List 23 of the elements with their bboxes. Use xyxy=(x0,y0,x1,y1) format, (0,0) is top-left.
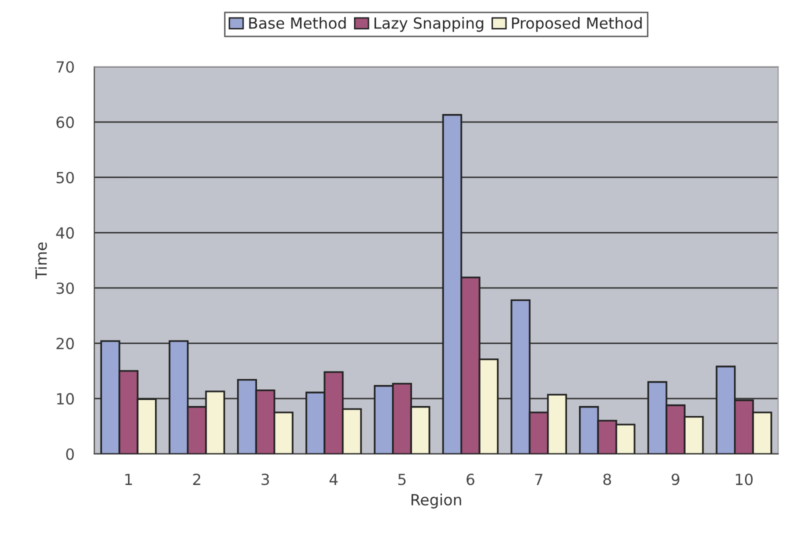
x-tick-label: 6 xyxy=(466,474,474,486)
y-tick-label: 60 xyxy=(56,116,74,128)
y-tick-label: 40 xyxy=(56,227,74,239)
x-tick-label: 2 xyxy=(193,474,200,485)
y-tick-label: 0 xyxy=(66,448,74,460)
x-tick-label: 10 xyxy=(736,474,753,486)
y-tick-label: 10 xyxy=(57,393,74,405)
x-tick-label: 7 xyxy=(535,474,542,485)
x-tick-label: 4 xyxy=(330,474,338,485)
x-tick-label: 3 xyxy=(262,474,269,486)
legend-label: Base Method xyxy=(249,17,346,29)
x-tick-label: 9 xyxy=(672,474,680,486)
x-tick-label: 8 xyxy=(603,474,611,486)
y-tick-label: 70 xyxy=(56,61,74,73)
y-tick-label: 50 xyxy=(56,172,74,184)
x-tick-label: 5 xyxy=(398,474,406,486)
x-axis-title: Region xyxy=(412,494,462,508)
y-tick-label: 20 xyxy=(56,338,74,350)
y-tick-label: 30 xyxy=(56,282,74,294)
x-tick-label: 1 xyxy=(125,474,132,485)
legend-label: Proposed Method xyxy=(512,17,642,32)
legend-label: Lazy Snapping xyxy=(374,17,484,32)
y-axis-title: Time xyxy=(35,242,47,280)
